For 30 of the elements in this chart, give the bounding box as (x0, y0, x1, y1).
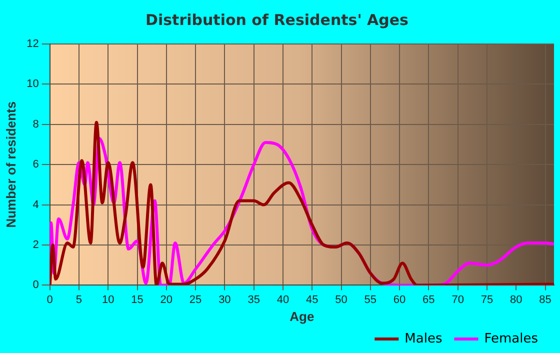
x-tick-label: 25 (189, 294, 202, 306)
x-tick-label: 15 (131, 294, 144, 306)
y-tick-label: 10 (26, 78, 39, 90)
x-tick-label: 45 (306, 294, 318, 306)
y-tick-label: 8 (32, 118, 39, 130)
x-tick-label: 20 (160, 294, 173, 306)
legend-label: Females (484, 331, 538, 346)
x-tick-label: 70 (452, 294, 464, 306)
x-tick-label: 0 (46, 294, 53, 306)
x-tick-label: 35 (248, 294, 260, 306)
y-tick-label: 4 (32, 198, 39, 211)
x-tick-label: 80 (510, 294, 522, 306)
x-tick-label: 60 (393, 294, 406, 306)
y-axis-title: Number of residents (3, 101, 18, 228)
chart-title: Distribution of Residents' Ages (146, 10, 409, 29)
x-tick-label: 50 (335, 294, 348, 306)
x-tick-label: 75 (480, 294, 494, 306)
y-tick-label: 12 (26, 38, 39, 50)
x-tick-label: 65 (422, 294, 435, 306)
y-tick-label: 6 (32, 158, 39, 171)
x-tick-label: 40 (276, 294, 290, 306)
x-tick-label: 55 (364, 294, 377, 306)
y-tick-label: 0 (32, 279, 39, 292)
legend-label: Males (404, 331, 442, 346)
x-tick-label: 5 (76, 294, 82, 306)
x-tick-label: 10 (102, 294, 114, 306)
x-tick-label: 30 (218, 294, 231, 306)
y-tick-label: 2 (32, 239, 39, 252)
x-tick-label: 85 (539, 294, 552, 306)
x-axis-title: Age (290, 308, 314, 324)
